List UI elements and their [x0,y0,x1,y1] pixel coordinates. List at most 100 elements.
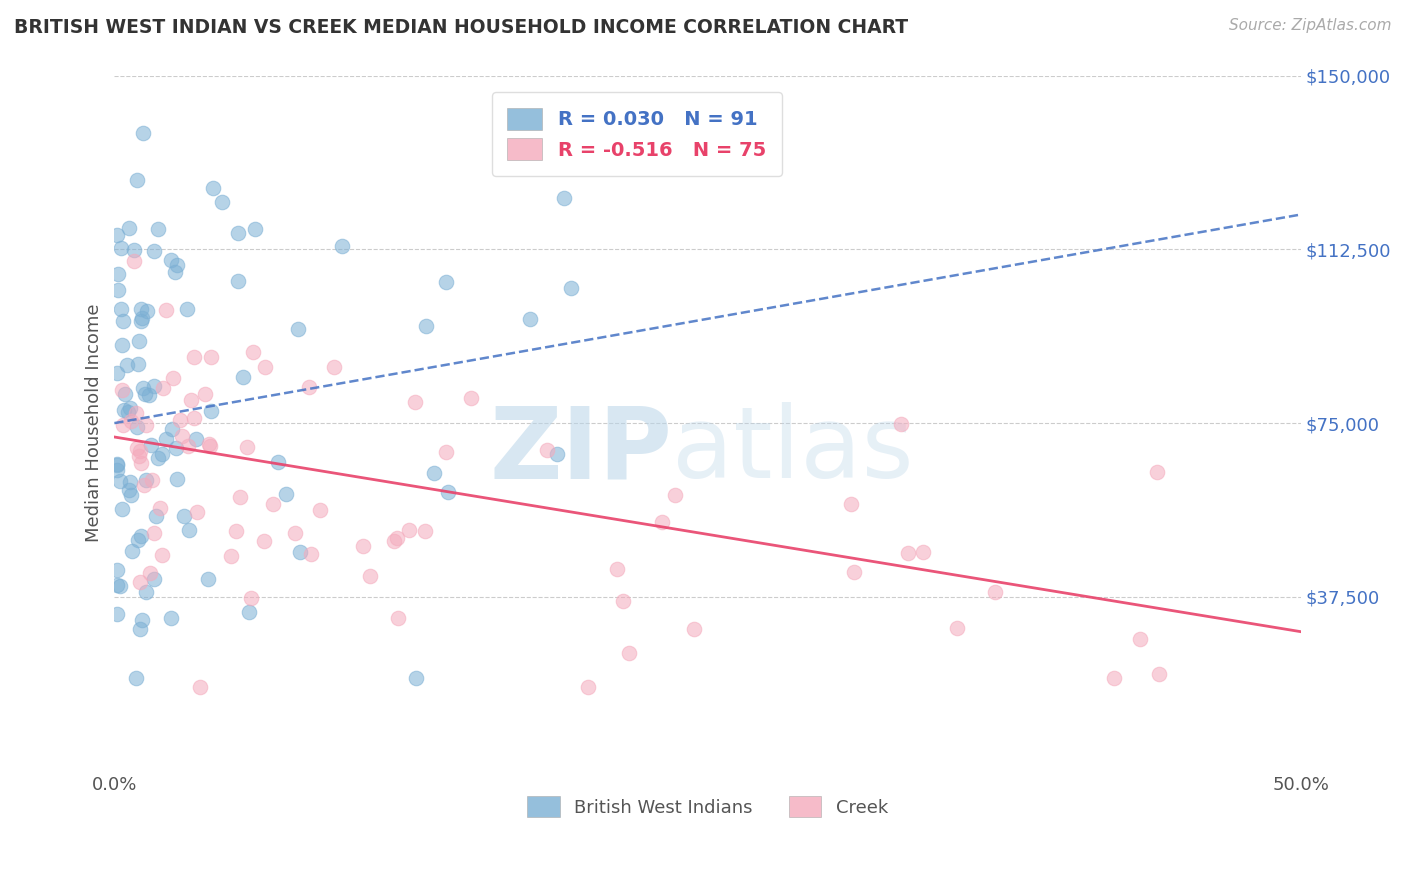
Point [200,439,222,453]
Point [276,487,298,501]
Point [413,524,436,538]
Point [225,524,247,538]
Point [155,303,177,318]
Point [984,584,1007,599]
Point [127,441,149,455]
Text: Source: ZipAtlas.com: Source: ZipAtlas.com [1229,18,1392,33]
Point [308,503,330,517]
Point [194,387,217,401]
Text: atlas: atlas [672,402,914,500]
Point [127,172,149,186]
Point [186,505,208,519]
Point [145,509,167,524]
Point [183,351,205,365]
Point [232,370,254,384]
Point [132,126,155,140]
Point [120,475,142,490]
Point [434,444,457,458]
Legend: British West Indians, Creek: British West Indians, Creek [520,789,896,824]
Point [415,318,437,333]
Point [288,545,311,559]
Point [146,222,169,236]
Point [129,444,152,458]
Point [266,454,288,468]
Point [890,417,912,432]
Point [180,393,202,408]
Point [238,605,260,619]
Point [166,472,188,486]
Point [253,359,276,374]
Point [262,497,284,511]
Point [842,565,865,579]
Point [125,419,148,434]
Point [617,646,640,660]
Point [111,314,134,328]
Point [897,546,920,560]
Point [284,525,307,540]
Point [553,191,575,205]
Point [152,381,174,395]
Point [124,244,146,258]
Point [110,338,132,352]
Point [142,525,165,540]
Point [117,405,139,419]
Point [150,447,173,461]
Point [107,283,129,297]
Point [340,31,363,45]
Point [166,259,188,273]
Point [186,432,208,446]
Point [242,345,264,359]
Point [605,562,627,576]
Point [129,456,152,470]
Point [536,443,558,458]
Point [105,457,128,471]
Point [129,314,152,328]
Point [197,437,219,451]
Point [135,584,157,599]
Point [946,621,969,635]
Point [128,449,150,463]
Point [197,572,219,586]
Point [173,509,195,524]
Point [404,395,426,409]
Point [149,501,172,516]
Point [546,447,568,461]
Point [165,265,187,279]
Point [118,220,141,235]
Point [200,403,222,417]
Point [111,417,134,432]
Point [398,523,420,537]
Point [170,428,193,442]
Point [118,401,141,416]
Point [229,491,252,505]
Point [387,611,409,625]
Point [105,563,128,577]
Point [437,484,460,499]
Point [359,569,381,583]
Point [664,488,686,502]
Point [111,502,134,516]
Point [127,357,149,371]
Point [128,575,150,590]
Point [127,533,149,547]
Point [135,473,157,487]
Point [155,432,177,446]
Point [121,544,143,558]
Point [108,579,131,593]
Point [105,578,128,592]
Point [141,473,163,487]
Point [105,227,128,242]
Point [434,275,457,289]
Point [105,366,128,380]
Point [105,463,128,477]
Point [243,222,266,236]
Point [135,417,157,432]
Point [299,547,322,561]
Point [226,274,249,288]
Point [110,302,132,317]
Point [139,438,162,452]
Point [177,524,200,538]
Point [139,566,162,580]
Point [169,412,191,426]
Point [460,391,482,405]
